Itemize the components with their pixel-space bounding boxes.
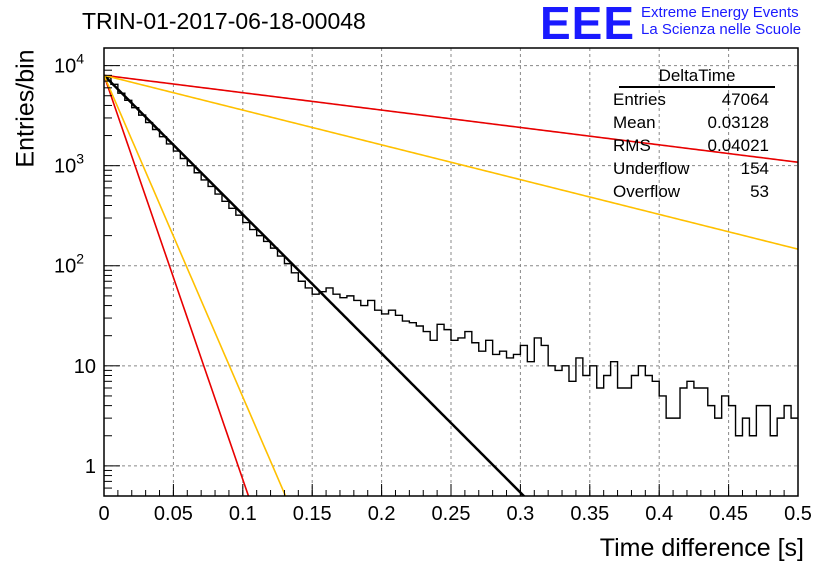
x-axis-label: Time difference [s] (599, 534, 804, 562)
stats-label: Mean (613, 113, 656, 132)
stats-row: Mean 0.03128 (613, 111, 779, 134)
stats-value: 0.04021 (707, 136, 769, 155)
logo-text: Extreme Energy Events La Scienza nelle S… (641, 2, 801, 38)
stats-label: Underflow (613, 159, 690, 178)
x-tick-label: 0.5 (784, 503, 812, 525)
y-axis-label: Entries/bin (11, 49, 40, 168)
y-tick-label: 103 (54, 151, 84, 178)
logo-mark: EEE (540, 0, 636, 49)
plot-title: TRIN-01-2017-06-18-00048 (82, 8, 366, 34)
stats-title: DeltaTime (619, 66, 775, 88)
y-tick-label: 102 (54, 251, 84, 278)
axis-ticks (103, 65, 799, 497)
x-tick-label: 0.35 (570, 503, 609, 525)
x-tick-label: 0.25 (432, 503, 471, 525)
logo-line-1: Extreme Energy Events (641, 4, 799, 21)
y-tick-label: 1 (85, 456, 96, 478)
stats-row: Overflow 53 (613, 180, 779, 203)
x-tick-label: 0.2 (368, 503, 396, 525)
x-tick-label: 0.4 (645, 503, 673, 525)
x-tick-label: 0 (98, 503, 109, 525)
stats-box: DeltaTime Entries 47064 Mean 0.03128 RMS 0.04… (613, 66, 779, 203)
stats-label: Overflow (613, 182, 681, 201)
stats-row: Underflow 154 (613, 157, 779, 180)
stats-label: Entries (613, 90, 666, 109)
stats-value: 154 (740, 159, 769, 178)
fit-curve (104, 74, 526, 496)
stats-label: RMS (613, 136, 651, 155)
x-tick-label: 0.1 (229, 503, 257, 525)
stats-value: 53 (750, 182, 769, 201)
fit-curve (104, 75, 287, 496)
fit-curve (104, 74, 798, 250)
fit-curve (104, 74, 798, 164)
x-tick-label: 0.15 (293, 503, 332, 525)
fit-curve (104, 75, 250, 496)
stats-value: 0.03128 (707, 113, 769, 132)
stats-row: Entries 47064 (613, 88, 779, 111)
x-tick-label: 0.45 (709, 503, 748, 525)
x-tick-label: 0.3 (506, 503, 534, 525)
y-tick-label: 104 (54, 51, 84, 78)
x-tick-label: 0.05 (154, 503, 193, 525)
stats-rows: Entries 47064 Mean 0.03128 RMS 0.04021 Underfl… (613, 88, 779, 203)
fit-curves (104, 74, 798, 496)
logo-line-2: La Scienza nelle Scuole (641, 21, 802, 38)
tick-labels: 0 0.05 0.1 0.15 0.2 0.25 0.3 0.35 0.4 0.45 0.5 1 10 1… (54, 51, 812, 525)
y-tick-label: 10 (74, 356, 96, 378)
stats-row: RMS 0.04021 (613, 134, 779, 157)
histogram (104, 76, 798, 437)
eee-logo: EEE Extreme Energy Events La Scienza nel… (540, 0, 801, 49)
grid (104, 48, 798, 496)
histogram-step-line (104, 76, 798, 437)
stats-value: 47064 (721, 90, 769, 109)
